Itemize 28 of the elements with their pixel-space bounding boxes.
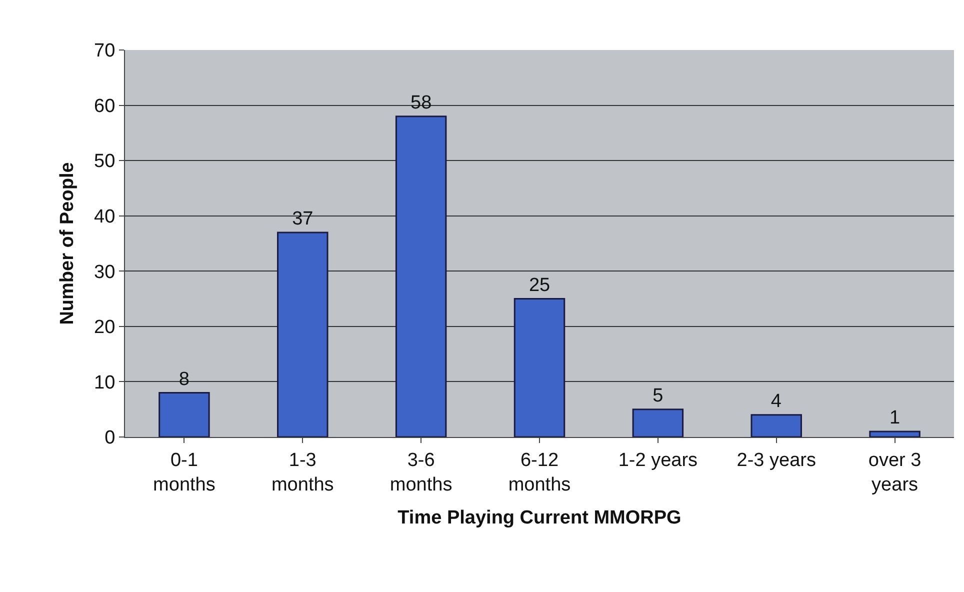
bar	[869, 430, 920, 437]
x-tick-label: 2-3 years	[736, 450, 816, 471]
y-tick-label: 40	[94, 206, 116, 228]
y-tick-label: 50	[94, 151, 116, 172]
bar	[277, 232, 328, 437]
x-tick-label: 0-1 months	[153, 450, 216, 496]
data-label: 25	[528, 274, 550, 296]
bar	[514, 298, 566, 437]
bar	[750, 414, 802, 437]
y-tick-label: 60	[94, 96, 116, 117]
x-tick-label: 1-2 years	[618, 450, 698, 471]
data-label: 5	[652, 385, 664, 406]
bar	[395, 116, 447, 437]
x-axis-title: Time Playing Current MMORPG	[398, 507, 682, 528]
x-tick-label: 3-6 months	[390, 450, 452, 496]
y-tick-label: 30	[94, 262, 116, 283]
data-label: 1	[890, 407, 900, 428]
x-tick-label: 1-3 months	[271, 450, 334, 496]
y-tick-label: 10	[94, 372, 116, 394]
y-axis-title: Number of People	[56, 162, 78, 325]
y-tick-label: 0	[104, 428, 116, 449]
x-tick-label: 6-12 months	[508, 450, 571, 496]
y-tick-label: 70	[94, 40, 116, 62]
x-tick-label: over 3 years	[868, 450, 922, 496]
y-tick-label: 20	[94, 317, 116, 338]
data-label: 4	[770, 390, 782, 412]
bar	[632, 408, 684, 437]
bar	[158, 392, 210, 437]
